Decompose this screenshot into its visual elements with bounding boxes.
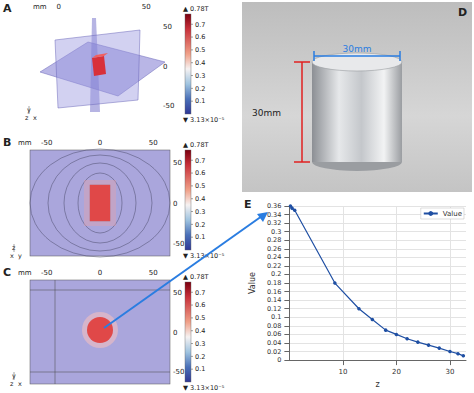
- svg-text:0.3: 0.3: [195, 340, 205, 348]
- svg-text:0.16: 0.16: [267, 288, 281, 296]
- svg-text:0.04: 0.04: [267, 339, 281, 347]
- svg-text:y: y: [12, 372, 16, 380]
- svg-text:0.1: 0.1: [195, 365, 205, 373]
- svg-text:30: 30: [445, 368, 454, 376]
- svg-text:y: y: [27, 106, 31, 114]
- svg-text:0.5: 0.5: [195, 46, 205, 54]
- svg-text:A: A: [3, 2, 12, 15]
- svg-text:0.4: 0.4: [195, 195, 205, 203]
- svg-text:B: B: [3, 136, 11, 149]
- svg-text:-50: -50: [41, 269, 52, 277]
- svg-text:50: 50: [173, 289, 182, 297]
- svg-text:x: x: [33, 114, 37, 122]
- svg-text:0.2: 0.2: [195, 85, 205, 93]
- svg-text:x: x: [10, 252, 14, 260]
- svg-text:0: 0: [173, 329, 177, 337]
- svg-text:z: z: [10, 380, 14, 388]
- svg-text:0.28: 0.28: [267, 236, 281, 244]
- svg-text:0.2: 0.2: [195, 353, 205, 361]
- svg-text:0.1: 0.1: [195, 233, 205, 241]
- svg-text:-50: -50: [163, 102, 174, 110]
- svg-text:0.3: 0.3: [195, 72, 205, 80]
- svg-text:Value: Value: [443, 210, 462, 218]
- svg-text:10: 10: [338, 368, 347, 376]
- svg-text:30mm: 30mm: [252, 108, 281, 118]
- svg-text:0.5: 0.5: [195, 182, 205, 190]
- svg-text:y: y: [18, 252, 22, 260]
- svg-text:0.34: 0.34: [267, 211, 281, 219]
- svg-text:0.2: 0.2: [195, 221, 205, 229]
- svg-text:0.22: 0.22: [267, 262, 281, 270]
- svg-text:▲ 0.78T: ▲ 0.78T: [183, 141, 209, 149]
- svg-text:0.7: 0.7: [195, 21, 205, 29]
- svg-text:0.6: 0.6: [195, 33, 205, 41]
- svg-text:Value: Value: [248, 272, 257, 294]
- svg-text:0.06: 0.06: [267, 330, 281, 338]
- svg-text:0.7: 0.7: [195, 289, 205, 297]
- svg-text:0.18: 0.18: [267, 279, 281, 287]
- svg-text:▲ 0.78T: ▲ 0.78T: [183, 273, 209, 281]
- svg-text:0: 0: [98, 139, 102, 147]
- svg-text:0.02: 0.02: [267, 348, 281, 356]
- svg-text:E: E: [244, 198, 252, 211]
- svg-text:▼ 3.13×10⁻⁵: ▼ 3.13×10⁻⁵: [183, 384, 225, 392]
- svg-text:mm: mm: [18, 139, 32, 147]
- svg-text:C: C: [3, 266, 11, 279]
- svg-text:0.24: 0.24: [267, 253, 281, 261]
- svg-text:50: 50: [163, 23, 172, 31]
- svg-text:z: z: [12, 244, 16, 252]
- svg-text:0: 0: [57, 3, 61, 11]
- svg-text:20: 20: [392, 368, 401, 376]
- svg-text:0.5: 0.5: [195, 314, 205, 322]
- svg-text:0.14: 0.14: [267, 296, 281, 304]
- svg-text:30mm: 30mm: [343, 44, 372, 54]
- svg-text:0.12: 0.12: [267, 305, 281, 313]
- svg-text:0: 0: [277, 356, 281, 364]
- svg-text:0: 0: [163, 63, 167, 71]
- svg-text:0: 0: [98, 269, 102, 277]
- svg-text:D: D: [458, 6, 467, 19]
- svg-text:0.1: 0.1: [271, 313, 281, 321]
- svg-text:mm: mm: [33, 3, 47, 11]
- svg-text:0.26: 0.26: [267, 245, 281, 253]
- svg-text:-50: -50: [173, 240, 184, 248]
- svg-text:0.6: 0.6: [195, 169, 205, 177]
- svg-text:0.32: 0.32: [267, 219, 281, 227]
- svg-text:50: 50: [142, 3, 151, 11]
- svg-text:50: 50: [149, 139, 158, 147]
- svg-text:0.3: 0.3: [195, 208, 205, 216]
- svg-text:50: 50: [173, 159, 182, 167]
- svg-text:z: z: [25, 114, 29, 122]
- svg-text:0.7: 0.7: [195, 157, 205, 165]
- svg-text:0: 0: [173, 200, 177, 208]
- svg-text:0.36: 0.36: [267, 202, 281, 210]
- svg-text:0.3: 0.3: [271, 228, 281, 236]
- svg-text:▼ 3.13×10⁻⁵: ▼ 3.13×10⁻⁵: [183, 116, 225, 124]
- svg-text:▼ 3.13×10⁻⁵: ▼ 3.13×10⁻⁵: [183, 252, 225, 260]
- svg-text:0.6: 0.6: [195, 301, 205, 309]
- svg-text:0.2: 0.2: [271, 270, 281, 278]
- svg-text:50: 50: [149, 269, 158, 277]
- svg-text:0.08: 0.08: [267, 322, 281, 330]
- svg-text:mm: mm: [18, 269, 32, 277]
- svg-text:0.1: 0.1: [195, 97, 205, 105]
- svg-text:▲ 0.78T: ▲ 0.78T: [183, 5, 209, 13]
- svg-text:-50: -50: [41, 139, 52, 147]
- svg-text:z: z: [376, 380, 380, 389]
- svg-text:0.4: 0.4: [195, 327, 205, 335]
- svg-text:-50: -50: [173, 368, 184, 376]
- svg-text:x: x: [18, 380, 22, 388]
- svg-text:0.4: 0.4: [195, 59, 205, 67]
